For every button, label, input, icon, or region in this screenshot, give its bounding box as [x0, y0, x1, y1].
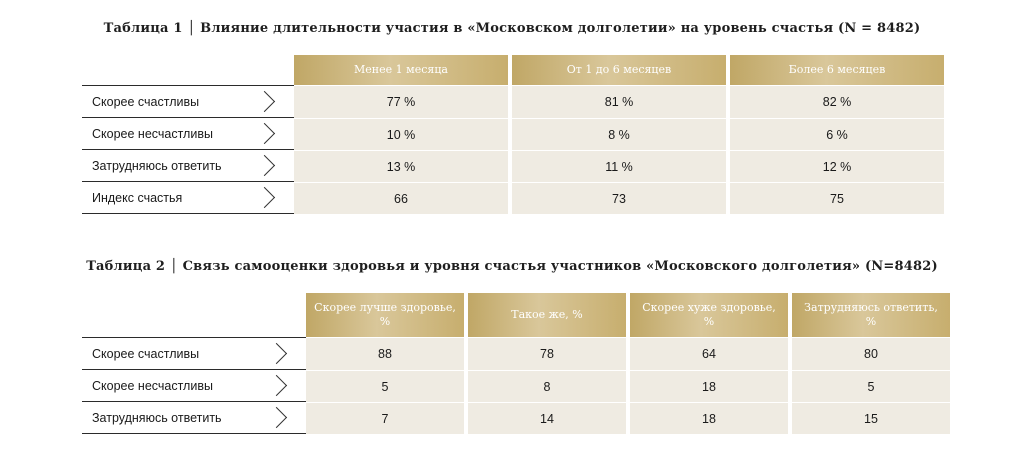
table-2-header-cell: Скорее хуже здоровье, % [626, 293, 788, 337]
table-row: Затрудняюсь ответить 7 14 18 15 [82, 402, 950, 434]
chevron-right-icon [265, 342, 288, 364]
table-2-header-cell: Такое же, % [464, 293, 626, 337]
table-1-title: Таблица 1 │ Влияние длительности участия… [103, 21, 921, 36]
table-row: Скорее счастливы 77 % 81 % 82 % [82, 85, 944, 118]
data-cell: 82 % [726, 85, 944, 118]
table-row: Затрудняюсь ответить 13 % 11 % 12 % [82, 150, 944, 182]
table-2-header-cell: Затрудняюсь ответить, % [788, 293, 950, 337]
data-cell: 18 [626, 402, 788, 434]
data-cell: 5 [306, 370, 464, 402]
row-label: Затрудняюсь ответить [92, 158, 222, 173]
row-label: Скорее несчастливы [92, 126, 213, 141]
chevron-right-icon [265, 406, 288, 428]
table-1-header-cell: От 1 до 6 месяцев [508, 55, 726, 85]
data-cell: 11 % [508, 150, 726, 182]
data-cell: 80 [788, 337, 950, 370]
table-row: Индекс счастья 66 73 75 [82, 182, 944, 214]
table-row: Скорее несчастливы 5 8 18 5 [82, 370, 950, 402]
data-cell: 7 [306, 402, 464, 434]
table-2-header-cell: Скорее лучше здоровье, % [306, 293, 464, 337]
data-cell: 8 % [508, 118, 726, 150]
data-cell: 14 [464, 402, 626, 434]
table-1-header-cell: Менее 1 месяца [294, 55, 508, 85]
chevron-right-icon [253, 90, 276, 112]
data-cell: 15 [788, 402, 950, 434]
data-cell: 66 [294, 182, 508, 214]
row-label-cell: Скорее счастливы [82, 85, 294, 118]
row-label: Затрудняюсь ответить [92, 410, 222, 425]
row-label-cell: Затрудняюсь ответить [82, 150, 294, 182]
row-label-cell: Индекс счастья [82, 182, 294, 214]
row-label: Скорее несчастливы [92, 378, 213, 393]
row-label-cell: Скорее счастливы [82, 337, 306, 370]
table-1-corner [82, 55, 294, 85]
table-1: Менее 1 месяца От 1 до 6 месяцев Более 6… [82, 55, 944, 214]
table-1-header-row: Менее 1 месяца От 1 до 6 месяцев Более 6… [82, 55, 944, 85]
row-label-cell: Скорее несчастливы [82, 118, 294, 150]
data-cell: 5 [788, 370, 950, 402]
data-cell: 8 [464, 370, 626, 402]
data-cell: 78 [464, 337, 626, 370]
data-cell: 12 % [726, 150, 944, 182]
data-cell: 13 % [294, 150, 508, 182]
row-label-cell: Скорее несчастливы [82, 370, 306, 402]
row-label-cell: Затрудняюсь ответить [82, 402, 306, 434]
chevron-right-icon [253, 154, 276, 176]
table-2: Скорее лучше здоровье, % Такое же, % Ско… [82, 293, 950, 434]
row-label: Скорее счастливы [92, 346, 200, 361]
table-row: Скорее несчастливы 10 % 8 % 6 % [82, 118, 944, 150]
chevron-right-icon [265, 374, 288, 396]
data-cell: 77 % [294, 85, 508, 118]
table-2-title: Таблица 2 │ Связь самооценки здоровья и … [86, 259, 938, 274]
data-cell: 18 [626, 370, 788, 402]
table-2-header-row: Скорее лучше здоровье, % Такое же, % Ско… [82, 293, 950, 337]
data-cell: 81 % [508, 85, 726, 118]
chevron-right-icon [253, 186, 276, 208]
table-1-header-cell: Более 6 месяцев [726, 55, 944, 85]
row-label: Скорее счастливы [92, 94, 200, 109]
row-label: Индекс счастья [92, 190, 183, 205]
data-cell: 6 % [726, 118, 944, 150]
table-row: Скорее счастливы 88 78 64 80 [82, 337, 950, 370]
table-2-corner [82, 293, 306, 337]
chevron-right-icon [253, 122, 276, 144]
data-cell: 75 [726, 182, 944, 214]
data-cell: 64 [626, 337, 788, 370]
data-cell: 88 [306, 337, 464, 370]
data-cell: 73 [508, 182, 726, 214]
data-cell: 10 % [294, 118, 508, 150]
